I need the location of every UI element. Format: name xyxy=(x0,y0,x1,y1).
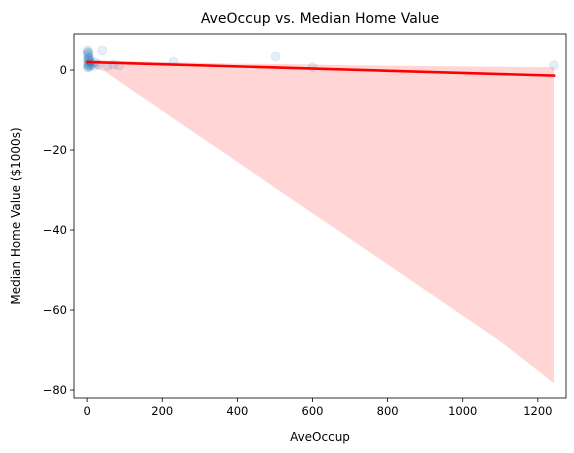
x-tick-label: 600 xyxy=(302,404,324,418)
x-tick-label: 400 xyxy=(226,404,248,418)
scatter-point xyxy=(83,48,93,59)
plot-contents xyxy=(82,45,559,384)
y-tick-label: −80 xyxy=(43,383,67,397)
confidence-band xyxy=(87,58,554,384)
x-axis: 0 200 400 600 800 1000 1200 xyxy=(83,398,552,418)
scatter-point xyxy=(270,51,281,62)
x-tick-label: 1000 xyxy=(448,404,477,418)
y-tick-label: −40 xyxy=(43,223,67,237)
scatter-point xyxy=(82,47,93,57)
chart-title: AveOccup vs. Median Home Value xyxy=(201,11,439,27)
scatter-point xyxy=(83,47,94,58)
plot-area xyxy=(82,45,559,384)
scatter-point xyxy=(97,45,108,56)
y-axis-label: Median Home Value ($1000s) xyxy=(9,127,23,304)
y-tick-label: −60 xyxy=(43,303,67,317)
scatter-point xyxy=(549,60,559,71)
x-tick-label: 200 xyxy=(151,404,173,418)
x-tick-label: 800 xyxy=(377,404,399,418)
scatter-point xyxy=(83,50,94,61)
axes-frame xyxy=(73,33,567,399)
y-tick-label: 0 xyxy=(60,63,67,77)
y-tick-label: −20 xyxy=(43,143,67,157)
x-tick-label: 0 xyxy=(83,404,90,418)
regression-line xyxy=(86,60,556,77)
x-tick-label: 1200 xyxy=(523,404,552,418)
x-axis-label: AveOccup xyxy=(290,430,350,444)
y-axis: −80 −60 −40 −20 0 xyxy=(43,63,74,397)
scatter-point xyxy=(82,45,93,56)
